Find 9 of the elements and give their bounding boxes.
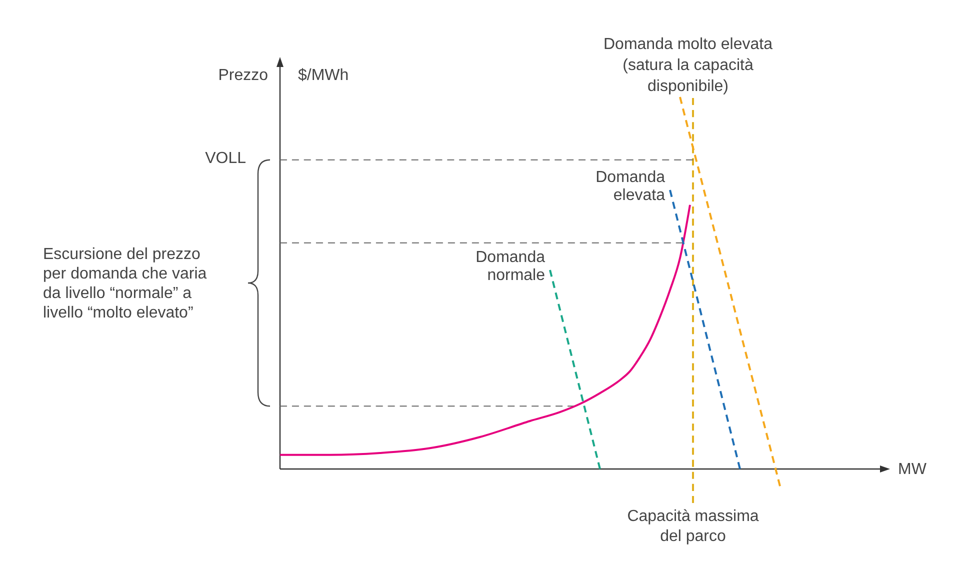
series-label: Domanda normale: [476, 248, 546, 284]
text: Domanda molto elevata (satura la capacità disponibile): [604, 36, 773, 95]
series-label: Domanda elevata: [596, 169, 666, 204]
ref-line-label: VOLL: [205, 150, 246, 167]
y-axis-title: Prezzo: [218, 67, 268, 84]
x-axis-title: MW: [898, 461, 928, 478]
text: $/MWh: [298, 67, 349, 84]
text: Capacità massima del parco: [627, 508, 759, 545]
text: Escursione del prezzo per domanda che varia da livello “normale” a livello “molto elevato”: [43, 246, 207, 322]
